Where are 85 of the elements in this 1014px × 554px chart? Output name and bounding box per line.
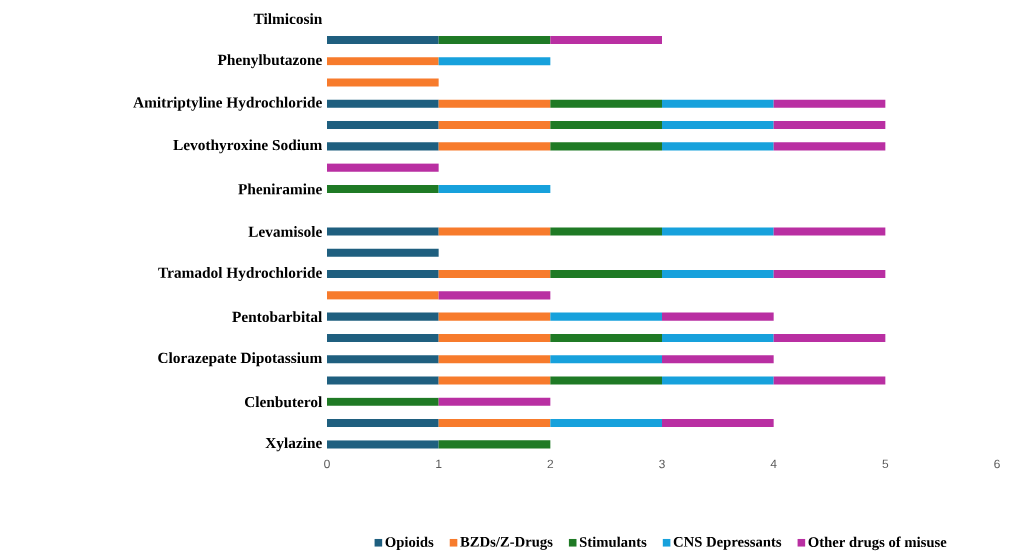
y-tick-label: Levamisole — [248, 226, 322, 237]
x-tick-label: 0 — [324, 459, 330, 469]
bar — [550, 35, 662, 44]
bar — [662, 270, 774, 279]
bar — [438, 270, 551, 279]
legend-label: CNS Depressants — [673, 536, 782, 550]
y-tick-label: Clorazepate Dipotassium — [158, 352, 323, 367]
y-tick-label: Xylazine — [265, 437, 322, 452]
legend-label: Other drugs of misuse — [808, 536, 947, 551]
legend-label: BZDs/Z-Drugs — [460, 536, 553, 550]
y-tick-label: Tilmicosin — [253, 13, 323, 25]
bar — [438, 376, 551, 385]
y-tick-label: Pheniramine — [238, 183, 322, 195]
y-tick-label: Clenbuterol — [244, 396, 323, 408]
bar — [327, 57, 439, 66]
bar — [438, 440, 551, 449]
bar — [438, 57, 551, 66]
bar — [438, 291, 551, 300]
y-tick-label: Levothyroxine Sodium — [173, 139, 323, 154]
bar — [327, 270, 439, 279]
bar — [327, 99, 439, 108]
bar — [327, 419, 439, 428]
bar — [773, 142, 886, 151]
bar — [438, 312, 551, 321]
x-tick-label: 1 — [436, 459, 442, 468]
bar — [327, 355, 439, 364]
x-tick-label: 4 — [770, 459, 777, 468]
bar — [327, 35, 439, 44]
bar — [662, 312, 774, 321]
bar — [438, 99, 551, 108]
bar — [438, 35, 551, 44]
bar — [662, 142, 774, 151]
bar — [327, 227, 439, 236]
bar — [662, 227, 774, 236]
bar — [773, 270, 886, 279]
bar — [438, 121, 551, 130]
bar — [327, 121, 439, 130]
bar — [662, 355, 774, 364]
y-tick-label: Amitriptyline Hydrochloride — [133, 96, 322, 111]
bar — [327, 78, 439, 87]
legend-label: Stimulants — [579, 536, 647, 548]
bar — [550, 312, 662, 321]
bar — [550, 227, 662, 236]
bar — [662, 121, 774, 130]
bar — [327, 163, 439, 172]
bar — [438, 333, 551, 342]
bar — [773, 99, 886, 108]
bar — [662, 376, 774, 385]
x-tick-label: 5 — [882, 459, 889, 469]
bar — [773, 227, 886, 236]
bar — [327, 333, 439, 342]
bar — [438, 419, 551, 428]
bar — [550, 121, 662, 130]
bar — [550, 376, 662, 385]
bar — [438, 227, 551, 236]
bar — [438, 355, 551, 364]
bar — [662, 419, 774, 428]
x-tick-label: 3 — [659, 459, 665, 469]
x-tick-label: 2 — [547, 459, 554, 469]
legend-label: Opioids — [385, 536, 434, 550]
bar — [550, 333, 662, 342]
bar — [327, 291, 439, 300]
bar — [327, 184, 439, 193]
bar — [550, 142, 662, 151]
bar — [327, 142, 439, 151]
bar — [773, 333, 886, 342]
y-tick-label: Tramadol Hydrochloride — [158, 267, 322, 282]
bar — [550, 419, 662, 428]
bar — [327, 397, 439, 406]
bar — [327, 376, 439, 385]
y-tick-label: Pentobarbital — [232, 311, 323, 323]
bar — [773, 376, 886, 385]
bar — [550, 270, 662, 279]
bar — [773, 121, 886, 130]
bar — [438, 397, 551, 406]
bar — [662, 333, 774, 342]
bar — [327, 248, 439, 257]
bar — [438, 142, 551, 151]
x-tick-label: 6 — [994, 459, 1000, 469]
y-tick-label: Phenylbutazone — [217, 54, 322, 69]
bar — [550, 355, 662, 364]
bar — [438, 184, 551, 193]
bar — [327, 312, 439, 321]
bar — [550, 99, 662, 108]
bar — [662, 99, 774, 108]
